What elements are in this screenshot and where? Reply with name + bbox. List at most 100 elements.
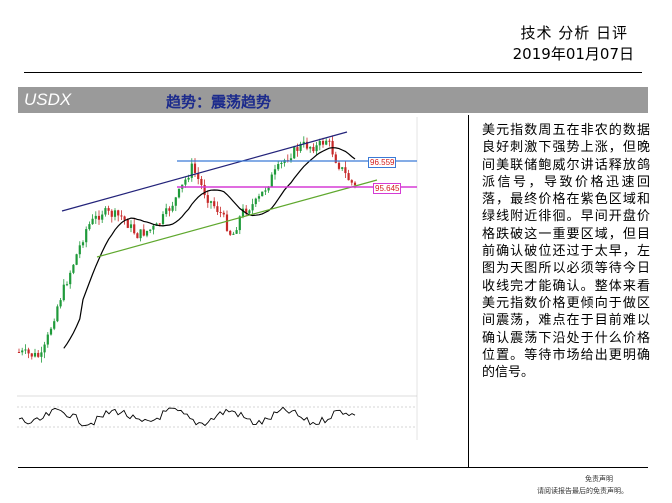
candle-body bbox=[91, 218, 94, 225]
candle-body bbox=[296, 147, 299, 151]
channel-bottom-line bbox=[96, 179, 378, 258]
candle-body bbox=[261, 191, 264, 197]
candle-body bbox=[123, 216, 126, 220]
candle-body bbox=[59, 300, 62, 307]
candle-body bbox=[40, 352, 43, 357]
candle-body bbox=[17, 352, 21, 353]
candle-body bbox=[75, 254, 78, 265]
candle-body bbox=[232, 233, 235, 235]
candle-body bbox=[33, 352, 37, 357]
resistance-level-label: 96.559 bbox=[368, 157, 397, 168]
candle-body bbox=[129, 224, 133, 228]
candle-body bbox=[24, 349, 27, 351]
candle-body bbox=[193, 163, 197, 173]
report-date: 2019年01月07日 bbox=[512, 45, 634, 63]
candle-body bbox=[49, 328, 53, 335]
candle-body bbox=[344, 167, 347, 174]
candle-body bbox=[251, 204, 254, 211]
candle-body bbox=[341, 167, 344, 169]
candle-body bbox=[21, 350, 24, 353]
candle-body bbox=[273, 169, 277, 175]
instrument-symbol: USDX bbox=[24, 90, 72, 109]
candle-body bbox=[184, 179, 187, 185]
candle-body bbox=[293, 147, 296, 159]
candle-body bbox=[158, 223, 161, 225]
candle-body bbox=[117, 210, 120, 216]
candle-body bbox=[65, 284, 69, 286]
candle-body bbox=[238, 216, 241, 231]
candle-body bbox=[213, 201, 216, 207]
candle-body bbox=[37, 352, 40, 357]
support-level-label: 95.645 bbox=[373, 183, 402, 194]
candle-body bbox=[165, 208, 168, 215]
candle-body bbox=[56, 306, 59, 322]
candle-body bbox=[254, 198, 257, 205]
candle-body bbox=[171, 205, 174, 211]
candle-body bbox=[168, 208, 171, 211]
candle-body bbox=[312, 146, 315, 152]
moving-average-line bbox=[63, 147, 356, 349]
candle-body bbox=[206, 195, 209, 203]
candle-body bbox=[120, 215, 123, 217]
candle-body bbox=[139, 229, 142, 239]
oscillator-line bbox=[18, 406, 356, 427]
candle-body bbox=[88, 224, 91, 230]
candle-body bbox=[177, 188, 181, 198]
candle-body bbox=[78, 245, 81, 255]
candle-body bbox=[270, 174, 273, 187]
report-title: 技术 分析 日评 bbox=[520, 24, 628, 42]
candle-body bbox=[161, 214, 165, 225]
candle-body bbox=[203, 184, 206, 196]
candle-body bbox=[43, 344, 46, 353]
candle-body bbox=[328, 140, 331, 142]
candle-body bbox=[248, 210, 251, 214]
disclaimer-note: 请阅读报告最后的免责声明。 bbox=[537, 487, 628, 495]
candle-body bbox=[136, 233, 139, 239]
candle-body bbox=[350, 180, 353, 183]
candle-body bbox=[69, 272, 72, 285]
candle-body bbox=[107, 208, 110, 211]
trend-heading: 趋势：震荡趋势 bbox=[166, 93, 272, 111]
footer-divider bbox=[18, 467, 648, 468]
candle-body bbox=[347, 173, 350, 181]
column-divider bbox=[468, 115, 469, 467]
candle-body bbox=[104, 208, 107, 215]
candle-body bbox=[126, 219, 129, 228]
candle-body bbox=[216, 206, 219, 212]
candle-body bbox=[280, 162, 283, 165]
candle-body bbox=[289, 158, 293, 161]
candle-body bbox=[225, 214, 229, 231]
candle-body bbox=[315, 145, 318, 152]
candle-body bbox=[145, 230, 149, 236]
candle-body bbox=[94, 215, 97, 219]
candle-body bbox=[334, 154, 337, 163]
analysis-commentary: 美元指数周五在非农的数据良好刺激下强势上涨，但晚间美联储鲍威尔讲话释放鸽派信号，… bbox=[482, 123, 650, 381]
candle-body bbox=[325, 140, 328, 145]
candle-body bbox=[264, 190, 267, 192]
candle-body bbox=[245, 208, 248, 214]
candle-body bbox=[197, 172, 200, 179]
candle-body bbox=[152, 225, 155, 230]
candle-body bbox=[101, 214, 104, 220]
candle-body bbox=[318, 140, 321, 146]
candle-body bbox=[309, 146, 312, 149]
candle-body bbox=[142, 229, 145, 236]
candle-body bbox=[209, 201, 213, 203]
price-chart bbox=[17, 117, 461, 440]
candle-body bbox=[174, 197, 177, 206]
candle-body bbox=[81, 242, 85, 246]
candle-body bbox=[321, 140, 325, 145]
section-header-bar: USDX 趋势：震荡趋势 bbox=[18, 87, 648, 113]
price-axis bbox=[417, 117, 461, 440]
header-divider bbox=[24, 72, 642, 73]
candle-body bbox=[257, 196, 261, 199]
candle-body bbox=[62, 284, 65, 301]
candle-body bbox=[267, 186, 270, 191]
candle-body bbox=[97, 215, 101, 220]
candle-body bbox=[222, 212, 225, 215]
candle-body bbox=[200, 178, 203, 185]
candle-body bbox=[187, 177, 190, 180]
candle-body bbox=[229, 230, 232, 235]
candle-body bbox=[72, 264, 75, 273]
candle-body bbox=[277, 164, 280, 170]
